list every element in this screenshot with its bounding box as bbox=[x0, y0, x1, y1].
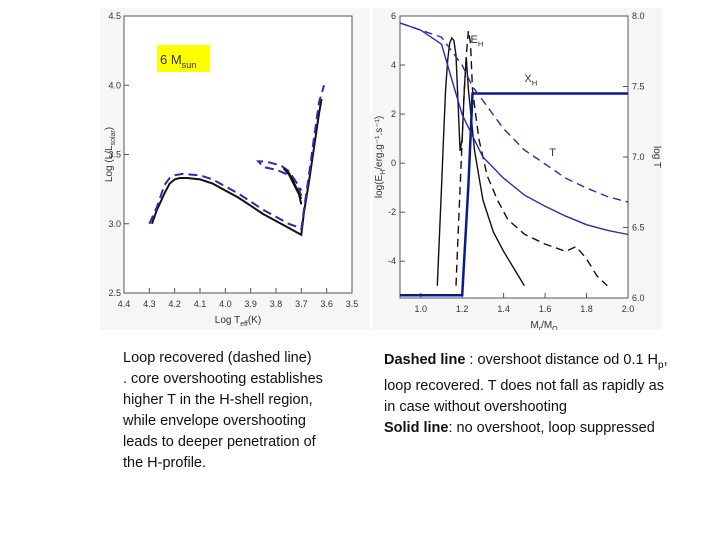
dashed-line-text: : overshoot distance od 0.1 H bbox=[465, 352, 659, 368]
left-caption-line: . core overshooting establishes bbox=[123, 371, 323, 387]
hr-x-tick-label: 4.4 bbox=[118, 299, 131, 309]
right-caption: Dashed line : overshoot distance od 0.1 … bbox=[384, 350, 714, 439]
hr-x-axis-label: Log Teff(K) bbox=[215, 315, 261, 328]
hr-x-tick-label: 3.5 bbox=[346, 299, 359, 309]
left-caption-line: while envelope overshooting bbox=[123, 413, 306, 429]
profile-curve-T-dashed bbox=[399, 22, 629, 203]
profile-left-y-tick-label: -2 bbox=[388, 207, 396, 217]
solid-line-label: Solid line bbox=[384, 419, 449, 436]
profile-left-y-tick-label: 6 bbox=[391, 11, 396, 21]
profile-left-y-tick-label: -4 bbox=[388, 256, 396, 266]
profile-x-axis-label: Mr/MO bbox=[530, 320, 558, 330]
hr-x-tick-label: 4.0 bbox=[219, 299, 232, 309]
left-caption-line: higher T in the H-shell region, bbox=[123, 392, 313, 408]
hr-track-solid-blue-loop bbox=[282, 167, 303, 205]
right-caption-line-3: in case without overshooting bbox=[384, 398, 567, 415]
profile-x-tick-label: 1.4 bbox=[497, 304, 510, 314]
profile-annotation-X: XH bbox=[524, 73, 537, 87]
solid-line-text: : no overshoot, loop suppressed bbox=[448, 419, 655, 436]
profile-curve-E-H-solid bbox=[436, 36, 525, 287]
hr-y-tick-label: 2.5 bbox=[108, 288, 121, 298]
right-caption-line-1: Dashed line : overshoot distance od 0.1 … bbox=[384, 350, 714, 376]
hr-x-tick-label: 3.8 bbox=[270, 299, 283, 309]
hr-y-tick-label: 4.5 bbox=[108, 11, 121, 21]
hr-x-tick-label: 4.1 bbox=[194, 299, 207, 309]
profile-right-y-tick-label: 7.0 bbox=[632, 152, 645, 162]
left-caption-line: Loop recovered (dashed line) bbox=[123, 350, 312, 366]
profile-right-y-tick-label: 6.0 bbox=[632, 293, 645, 303]
profile-annotation-T: T bbox=[549, 147, 556, 159]
profile-x-tick-label: 1.8 bbox=[580, 304, 593, 314]
profile-x-tick-label: 2.0 bbox=[622, 304, 635, 314]
mass-label-box bbox=[157, 45, 210, 72]
profile-left-y-tick-label: 2 bbox=[391, 109, 396, 119]
hr-x-tick-label: 3.6 bbox=[320, 299, 333, 309]
left-caption-line: leads to deeper penetration of bbox=[123, 434, 316, 450]
profile-curve-T-solid bbox=[399, 22, 629, 236]
profile-plot-panel: 1.0 1.2 1.4 1.6 1.8 2.0 -4 -2 0 2 4 6 6.0 6.5 7.0 7.5 8.… bbox=[372, 8, 662, 333]
profile-right-y-tick-label: 6.5 bbox=[632, 223, 645, 233]
profile-plot-chart: 1.0 1.2 1.4 1.6 1.8 2.0 -4 -2 0 2 4 6 6.0 6.5 7.0 7.5 8.… bbox=[374, 11, 662, 333]
profile-right-y-tick-label: 8.0 bbox=[632, 11, 645, 21]
hr-y-axis-label: Log (L/Lsolar) bbox=[104, 127, 117, 182]
profile-x-tick-label: 1.2 bbox=[456, 304, 469, 314]
profile-left-y-tick-label: 4 bbox=[391, 60, 396, 70]
left-caption-line: the H-profile. bbox=[123, 455, 207, 471]
right-caption-line-4: Solid line: no overshoot, loop suppresse… bbox=[384, 418, 714, 439]
right-caption-line-2: loop recovered. T does not fall as rapid… bbox=[384, 377, 664, 394]
hr-x-tick-label: 4.2 bbox=[168, 299, 181, 309]
profile-annotation-E: EH bbox=[470, 34, 483, 48]
profile-x-tick-label: 1.6 bbox=[539, 304, 552, 314]
profile-left-y-tick-label: 0 bbox=[391, 158, 396, 168]
hp-subscript: p bbox=[658, 359, 664, 371]
hr-track-overshoot-main bbox=[148, 85, 326, 231]
profile-curve-X-H-solid bbox=[400, 92, 628, 297]
left-caption: Loop recovered (dashed line) . core over… bbox=[123, 348, 355, 474]
profile-plot-frame bbox=[399, 15, 629, 299]
hr-y-tick-label: 4.0 bbox=[108, 80, 121, 90]
hr-y-tick-label: 3.0 bbox=[108, 219, 121, 229]
dashed-line-comma: , bbox=[663, 352, 668, 368]
hr-diagram-panel: 4.4 4.3 4.2 4.1 4.0 3.9 3.8 3.7 3.6 3.5 2.5 3.0 3.5 4… bbox=[100, 8, 370, 330]
profile-left-y-axis-label: log(EH/erg.g⁻¹.s⁻¹) bbox=[374, 116, 387, 198]
hr-track-overshoot-blue-loop bbox=[256, 160, 303, 197]
profile-right-y-tick-label: 7.5 bbox=[632, 82, 645, 92]
hr-y-tick-label: 3.5 bbox=[108, 150, 121, 160]
hr-x-tick-label: 3.9 bbox=[244, 299, 257, 309]
hr-x-tick-label: 4.3 bbox=[143, 299, 156, 309]
profile-right-y-axis-label: log T bbox=[651, 146, 662, 168]
mass-label: 6 Msun bbox=[160, 52, 196, 70]
hr-x-tick-label: 3.7 bbox=[295, 299, 308, 309]
hr-diagram-chart: 4.4 4.3 4.2 4.1 4.0 3.9 3.8 3.7 3.6 3.5 2.5 3.0 3.5 4… bbox=[104, 11, 359, 328]
profile-x-tick-label: 1.0 bbox=[414, 304, 427, 314]
dashed-line-label: Dashed line bbox=[384, 352, 466, 368]
